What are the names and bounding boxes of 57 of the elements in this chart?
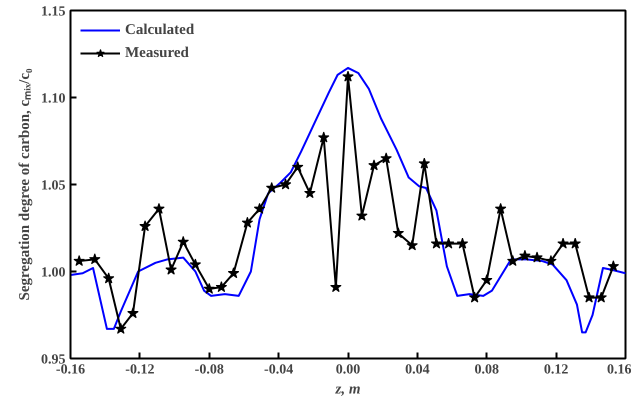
x-tick-label: 0.04 [405, 362, 430, 378]
point [456, 238, 468, 249]
point [127, 307, 139, 318]
y-tick-label: 1.15 [41, 4, 66, 20]
point [165, 264, 177, 275]
point [318, 132, 330, 142]
x-tick-label: -0.12 [125, 362, 154, 378]
x-tick-label: 0.08 [474, 362, 499, 378]
point [519, 250, 531, 261]
point [153, 202, 165, 214]
point [342, 70, 354, 82]
point [254, 202, 266, 214]
x-tick-label: -0.04 [264, 362, 294, 378]
y-axis-title: Segregation degree of carbon, cₘᵢₓ/c₀ [17, 68, 33, 300]
y-tick-label: 1.10 [41, 92, 66, 106]
y-tick-label: 1.05 [41, 178, 66, 194]
point [178, 236, 189, 247]
point [468, 292, 480, 303]
point [190, 258, 202, 270]
point [418, 158, 430, 169]
point [292, 161, 304, 172]
point [608, 260, 620, 272]
point [368, 159, 380, 170]
point [430, 238, 442, 249]
x-tick-label: -0.08 [194, 362, 224, 378]
point [228, 267, 240, 278]
point [569, 238, 581, 249]
point [102, 272, 114, 284]
point [545, 255, 557, 266]
point [280, 178, 292, 190]
point [216, 281, 228, 292]
point [494, 202, 506, 214]
legend-label: Calculated [125, 22, 194, 38]
x-tick-label: 0.00 [336, 362, 360, 378]
point [583, 292, 595, 303]
point [442, 238, 454, 249]
point [380, 152, 392, 164]
point [139, 220, 151, 232]
point [595, 292, 607, 303]
point [406, 239, 418, 250]
point [392, 227, 404, 238]
point [507, 255, 518, 266]
point [115, 322, 127, 334]
point [481, 274, 492, 286]
point [242, 216, 254, 228]
x-axis-title: z, m [334, 382, 361, 398]
x-tick-label: 0.12 [544, 362, 568, 378]
point [73, 255, 85, 266]
point [557, 238, 569, 249]
x-tick-label: 0.16 [607, 362, 631, 378]
point [266, 182, 278, 193]
point [304, 187, 316, 198]
y-tick-label: 1.00 [41, 266, 66, 280]
point [89, 253, 101, 264]
point [531, 252, 543, 263]
legend-label: Measured [125, 44, 189, 62]
point [204, 282, 215, 294]
